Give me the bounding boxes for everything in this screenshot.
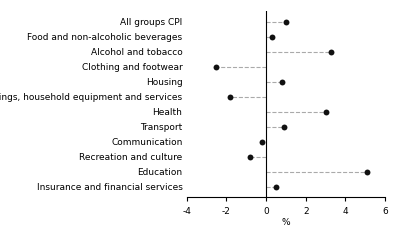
Point xyxy=(247,155,253,159)
Point xyxy=(227,95,233,99)
Point xyxy=(213,65,220,69)
Point xyxy=(269,35,275,39)
Point xyxy=(279,80,285,84)
Point xyxy=(283,20,289,24)
Point xyxy=(281,125,287,129)
Point xyxy=(322,110,329,114)
Point xyxy=(328,50,335,54)
X-axis label: %: % xyxy=(281,218,290,227)
Point xyxy=(259,140,265,144)
Point xyxy=(364,170,370,174)
Point xyxy=(273,185,279,189)
